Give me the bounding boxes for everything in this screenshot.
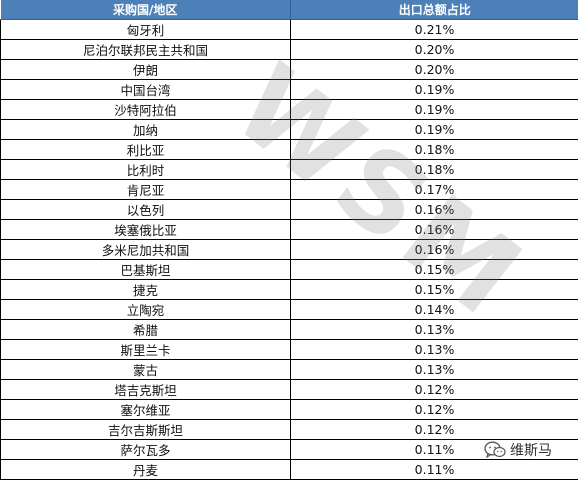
share-cell: 0.13% <box>290 339 578 360</box>
country-cell: 塞尔维亚 <box>0 399 291 420</box>
table-body: 匈牙利 0.21% 尼泊尔联邦民主共和国 0.20% 伊朗 0.20% 中国台湾 0.19% 沙… <box>0 19 578 480</box>
share-cell: 0.12% <box>290 419 578 440</box>
country-cell: 吉尔吉斯斯坦 <box>0 419 291 440</box>
country-cell: 尼泊尔联邦民主共和国 <box>0 39 291 60</box>
header-country: 采购国/地区 <box>0 0 291 20</box>
country-cell: 多米尼加共和国 <box>0 239 291 260</box>
share-cell: 0.15% <box>290 279 578 300</box>
country-cell: 以色列 <box>0 199 291 220</box>
country-cell: 利比亚 <box>0 139 291 160</box>
share-cell: 0.18% <box>290 139 578 160</box>
table-row: 中国台湾 0.19% <box>0 79 578 100</box>
country-cell: 萨尔瓦多 <box>0 439 291 460</box>
share-cell: 0.13% <box>290 359 578 380</box>
table-row: 丹麦 0.11% <box>0 459 578 480</box>
share-cell: 0.16% <box>290 239 578 260</box>
table-header-row: 采购国/地区 出口总额占比 <box>0 0 578 20</box>
table-row: 萨尔瓦多 0.11% <box>0 439 578 460</box>
country-cell: 埃塞俄比亚 <box>0 219 291 240</box>
table-row: 利比亚 0.18% <box>0 139 578 160</box>
country-cell: 捷克 <box>0 279 291 300</box>
table-row: 希腊 0.13% <box>0 319 578 340</box>
country-cell: 塔吉克斯坦 <box>0 379 291 400</box>
share-cell: 0.20% <box>290 39 578 60</box>
country-cell: 斯里兰卡 <box>0 339 291 360</box>
country-cell: 中国台湾 <box>0 79 291 100</box>
share-cell: 0.16% <box>290 219 578 240</box>
country-cell: 希腊 <box>0 319 291 340</box>
share-cell: 0.12% <box>290 379 578 400</box>
country-cell: 丹麦 <box>0 459 291 480</box>
share-cell: 0.11% <box>290 439 578 460</box>
table-row: 蒙古 0.13% <box>0 359 578 380</box>
share-cell: 0.16% <box>290 199 578 220</box>
share-cell: 0.17% <box>290 179 578 200</box>
table-row: 肯尼亚 0.17% <box>0 179 578 200</box>
share-cell: 0.19% <box>290 79 578 100</box>
share-cell: 0.21% <box>290 19 578 40</box>
country-cell: 蒙古 <box>0 359 291 380</box>
country-cell: 匈牙利 <box>0 19 291 40</box>
country-cell: 立陶宛 <box>0 299 291 320</box>
country-cell: 比利时 <box>0 159 291 180</box>
table-row: 多米尼加共和国 0.16% <box>0 239 578 260</box>
share-cell: 0.11% <box>290 459 578 480</box>
country-cell: 伊朗 <box>0 59 291 80</box>
table-row: 尼泊尔联邦民主共和国 0.20% <box>0 39 578 60</box>
table-row: 沙特阿拉伯 0.19% <box>0 99 578 120</box>
table-row: 加纳 0.19% <box>0 119 578 140</box>
share-cell: 0.19% <box>290 119 578 140</box>
share-cell: 0.19% <box>290 99 578 120</box>
country-cell: 沙特阿拉伯 <box>0 99 291 120</box>
table-row: 塔吉克斯坦 0.12% <box>0 379 578 400</box>
share-cell: 0.20% <box>290 59 578 80</box>
table-row: 以色列 0.16% <box>0 199 578 220</box>
country-cell: 加纳 <box>0 119 291 140</box>
table-row: 巴基斯坦 0.15% <box>0 259 578 280</box>
share-cell: 0.12% <box>290 399 578 420</box>
table-row: 斯里兰卡 0.13% <box>0 339 578 360</box>
country-cell: 巴基斯坦 <box>0 259 291 280</box>
country-cell: 肯尼亚 <box>0 179 291 200</box>
table-row: 吉尔吉斯斯坦 0.12% <box>0 419 578 440</box>
header-share: 出口总额占比 <box>290 0 578 20</box>
table-row: 匈牙利 0.21% <box>0 19 578 40</box>
share-cell: 0.13% <box>290 319 578 340</box>
table-row: 伊朗 0.20% <box>0 59 578 80</box>
share-cell: 0.15% <box>290 259 578 280</box>
table-row: 立陶宛 0.14% <box>0 299 578 320</box>
table-row: 捷克 0.15% <box>0 279 578 300</box>
table-row: 埃塞俄比亚 0.16% <box>0 219 578 240</box>
share-cell: 0.18% <box>290 159 578 180</box>
table-row: 塞尔维亚 0.12% <box>0 399 578 420</box>
table-row: 比利时 0.18% <box>0 159 578 180</box>
share-cell: 0.14% <box>290 299 578 320</box>
